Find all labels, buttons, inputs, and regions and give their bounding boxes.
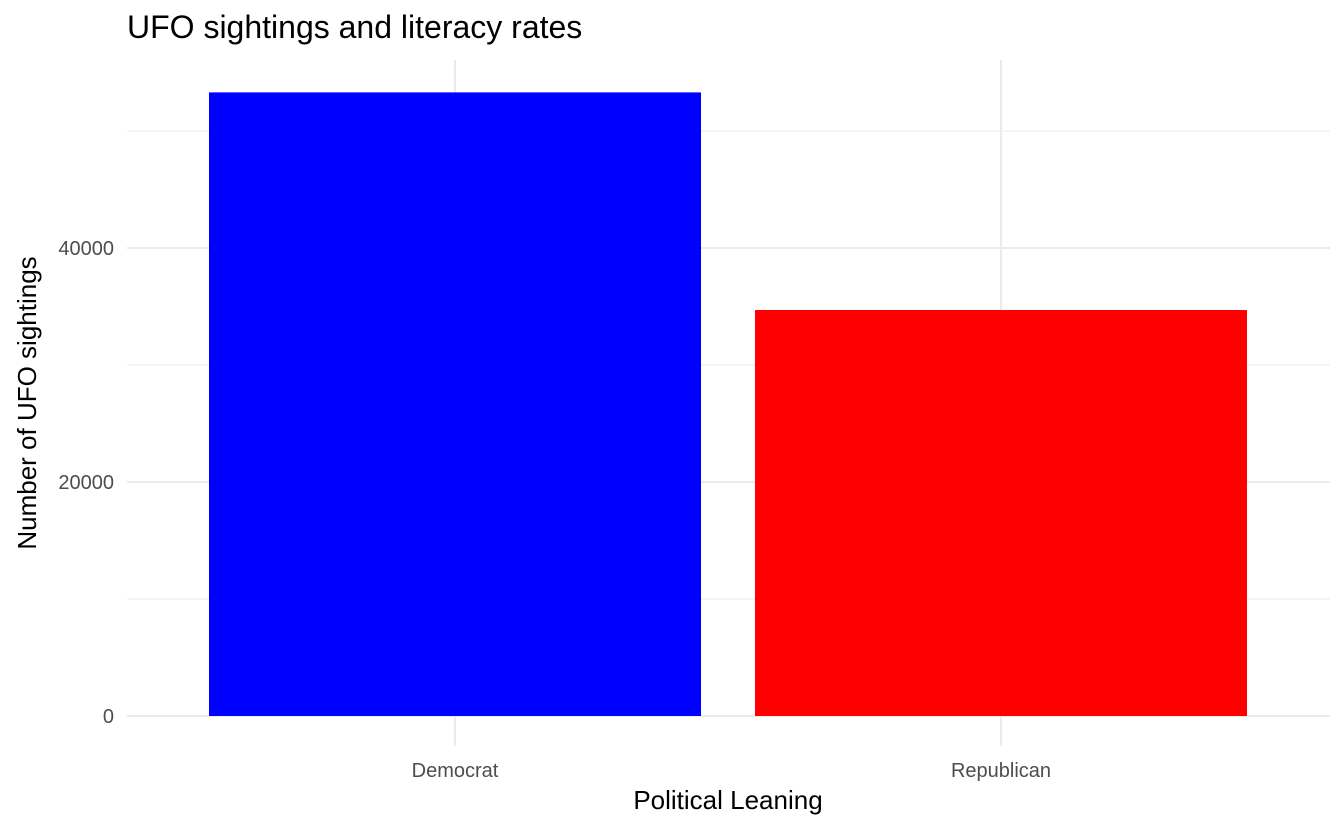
chart-title: UFO sightings and literacy rates [127,9,582,45]
bar-republican [755,310,1247,716]
y-axis-title: Number of UFO sightings [12,256,42,549]
bar-layer [209,92,1247,716]
y-tick-label: 20000 [58,472,114,494]
x-tick-label: Republican [951,760,1051,782]
x-axis-ticks: Democrat Republican [412,760,1051,782]
y-axis-ticks: 0 20000 40000 [58,238,114,728]
y-tick-label: 40000 [58,238,114,260]
y-tick-label: 0 [103,706,114,728]
bar-democrat [209,92,701,716]
x-axis-title: Political Leaning [633,785,822,815]
x-tick-label: Democrat [412,760,499,782]
